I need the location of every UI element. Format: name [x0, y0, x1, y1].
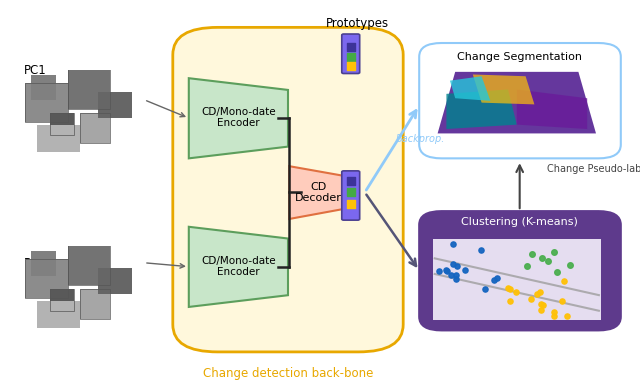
Text: Change detection back-bone: Change detection back-bone — [203, 367, 373, 380]
Text: Change Pseudo-labels: Change Pseudo-labels — [547, 164, 640, 174]
Point — [346, 54, 356, 60]
FancyBboxPatch shape — [419, 211, 621, 330]
Text: Backprop.: Backprop. — [396, 134, 445, 144]
Polygon shape — [189, 78, 288, 158]
Point — [346, 189, 356, 196]
Text: CD
Decoder: CD Decoder — [295, 181, 342, 203]
Point — [346, 201, 356, 207]
Text: Clustering (K-means): Clustering (K-means) — [461, 217, 578, 227]
Point — [346, 44, 356, 50]
FancyBboxPatch shape — [173, 27, 403, 352]
Point — [346, 178, 356, 184]
Text: CD/Mono-date
Encoder: CD/Mono-date Encoder — [202, 106, 276, 128]
FancyBboxPatch shape — [342, 34, 360, 74]
Text: PC1: PC1 — [24, 64, 47, 77]
Text: Change Segmentation: Change Segmentation — [457, 52, 582, 62]
Text: CD/Mono-date
Encoder: CD/Mono-date Encoder — [202, 256, 276, 278]
Text: Prototypes: Prototypes — [326, 17, 389, 30]
Text: PC2: PC2 — [24, 257, 47, 271]
FancyBboxPatch shape — [419, 43, 621, 158]
Polygon shape — [189, 227, 288, 307]
FancyBboxPatch shape — [342, 171, 360, 220]
Polygon shape — [289, 166, 349, 219]
Point — [346, 63, 356, 70]
